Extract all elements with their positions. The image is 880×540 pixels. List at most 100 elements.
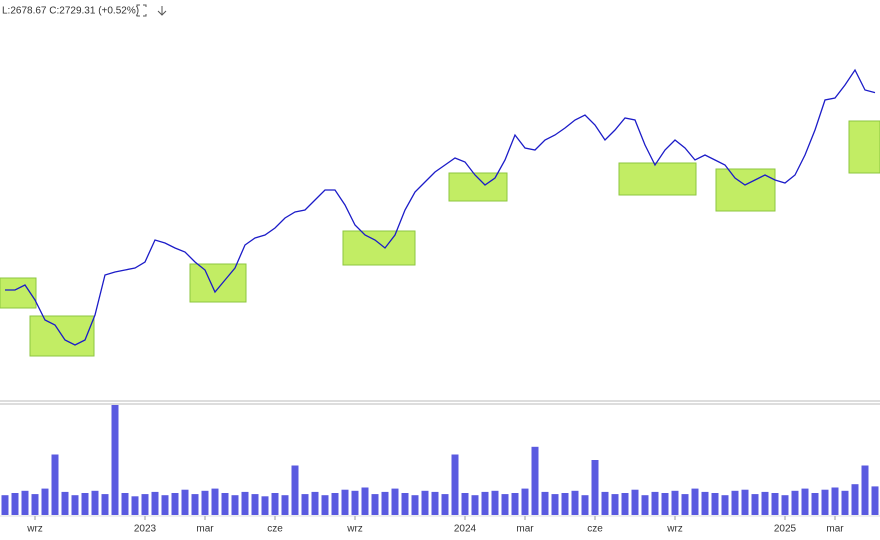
volume-bar bbox=[501, 494, 509, 515]
volume-bar bbox=[591, 460, 599, 515]
volume-bar bbox=[811, 493, 819, 515]
volume-bar bbox=[381, 491, 389, 515]
volume-bar bbox=[181, 489, 189, 515]
volume-bar bbox=[141, 494, 149, 515]
download-icon[interactable] bbox=[157, 6, 167, 16]
x-tick-label: mar bbox=[196, 524, 214, 535]
volume-bar bbox=[251, 494, 259, 515]
highlight-box bbox=[342, 230, 416, 266]
volume-bar bbox=[451, 454, 459, 515]
volume-bar bbox=[351, 490, 359, 515]
volume-bar bbox=[861, 465, 869, 515]
volume-bar bbox=[651, 491, 659, 515]
volume-bar bbox=[491, 490, 499, 515]
volume-bar bbox=[481, 491, 489, 515]
volume-bar bbox=[331, 493, 339, 515]
volume-bar bbox=[101, 494, 109, 515]
volume-bar bbox=[341, 489, 349, 515]
volume-bar bbox=[871, 486, 879, 515]
volume-bar bbox=[311, 491, 319, 515]
x-tick-label: wrz bbox=[666, 524, 683, 535]
volume-bar bbox=[691, 488, 699, 515]
volume-bar bbox=[661, 493, 669, 515]
volume-bar bbox=[161, 495, 169, 515]
volume-bar bbox=[431, 491, 439, 515]
volume-bar bbox=[131, 496, 139, 515]
x-tick-label: wrz bbox=[26, 524, 43, 535]
volume-bar bbox=[411, 495, 419, 515]
volume-bar bbox=[391, 488, 399, 515]
volume-bar bbox=[41, 488, 49, 515]
volume-bar bbox=[471, 495, 479, 515]
highlight-box bbox=[448, 172, 508, 202]
x-tick-label: mar bbox=[826, 524, 844, 535]
volume-bar bbox=[111, 405, 119, 515]
x-tick-label: 2024 bbox=[454, 524, 477, 535]
volume-bar bbox=[621, 493, 629, 515]
highlight-box bbox=[618, 162, 697, 196]
volume-bar bbox=[21, 490, 29, 515]
ohlc-header: L:2678.67 C:2729.31 (+0.52%) bbox=[2, 6, 139, 17]
volume-bar bbox=[11, 493, 19, 515]
fullscreen-icon[interactable] bbox=[136, 4, 147, 17]
x-tick-label: 2025 bbox=[774, 524, 797, 535]
volume-bar bbox=[281, 495, 289, 515]
toolbar-icons bbox=[136, 4, 167, 17]
x-tick-label: mar bbox=[516, 524, 534, 535]
volume-bar bbox=[681, 494, 689, 515]
volume-bar bbox=[721, 495, 729, 515]
x-tick-label: cze bbox=[267, 524, 283, 535]
volume-bar bbox=[571, 490, 579, 515]
volume-bar bbox=[631, 489, 639, 515]
volume-bar bbox=[151, 491, 159, 515]
volume-bar bbox=[321, 495, 329, 515]
volume-bar bbox=[231, 495, 239, 515]
x-tick-label: 2023 bbox=[134, 524, 157, 535]
volume-bar bbox=[211, 488, 219, 515]
volume-bar bbox=[791, 490, 799, 515]
volume-bar bbox=[401, 493, 409, 515]
volume-bar bbox=[201, 490, 209, 515]
volume-bar bbox=[701, 491, 709, 515]
volume-bar bbox=[771, 493, 779, 515]
volume-bar bbox=[531, 446, 539, 515]
volume-bar bbox=[441, 494, 449, 515]
volume-bar bbox=[821, 489, 829, 515]
volume-bar bbox=[31, 494, 39, 515]
highlight-box bbox=[848, 120, 880, 174]
volume-bar bbox=[81, 493, 89, 515]
highlight-box bbox=[189, 263, 247, 303]
volume-bar bbox=[71, 495, 79, 515]
volume-bar bbox=[421, 490, 429, 515]
volume-bar bbox=[361, 487, 369, 515]
volume-bar bbox=[241, 491, 249, 515]
volume-bar bbox=[581, 495, 589, 515]
volume-bar bbox=[261, 496, 269, 515]
volume-bar bbox=[521, 488, 529, 515]
volume-bar bbox=[761, 491, 769, 515]
volume-bar bbox=[91, 490, 99, 515]
volume-bar bbox=[371, 494, 379, 515]
volume-bar bbox=[561, 493, 569, 515]
volume-bar bbox=[291, 465, 299, 515]
volume-bar bbox=[1, 495, 9, 515]
volume-bar bbox=[741, 489, 749, 515]
price-line bbox=[5, 68, 876, 346]
volume-bar bbox=[221, 493, 229, 515]
volume-bar bbox=[301, 494, 309, 515]
volume-bar bbox=[461, 493, 469, 515]
volume-bar bbox=[841, 490, 849, 515]
highlight-box bbox=[715, 168, 776, 212]
volume-bar bbox=[51, 454, 59, 515]
volume-bar bbox=[641, 495, 649, 515]
volume-bar bbox=[271, 493, 279, 515]
volume-bar bbox=[601, 491, 609, 515]
volume-bar bbox=[61, 491, 69, 515]
volume-bar bbox=[551, 494, 559, 515]
volume-bar bbox=[851, 484, 859, 515]
volume-bar bbox=[171, 493, 179, 515]
volume-bar bbox=[731, 490, 739, 515]
volume-bar bbox=[611, 494, 619, 515]
volume-bar bbox=[541, 491, 549, 515]
